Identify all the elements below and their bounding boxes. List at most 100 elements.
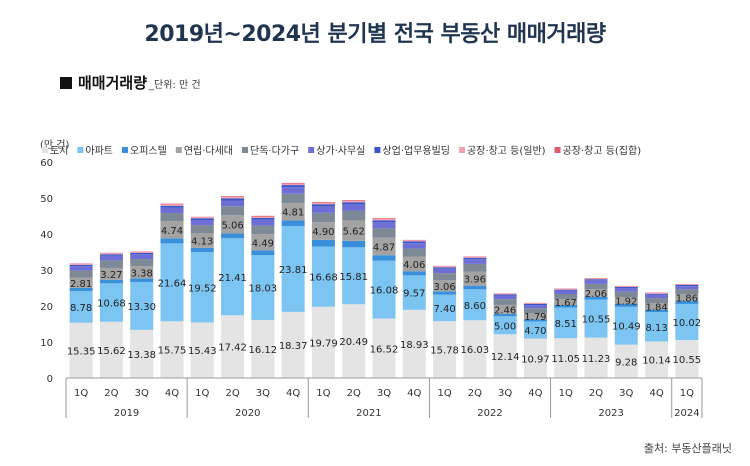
legend-swatch bbox=[77, 147, 84, 153]
data-label: 3.27 bbox=[100, 270, 122, 281]
data-label: 9.28 bbox=[615, 357, 637, 368]
data-label: 23.81 bbox=[279, 265, 308, 276]
bar-segment bbox=[190, 217, 214, 219]
bar-segment bbox=[130, 329, 154, 378]
bar-segment bbox=[675, 286, 699, 290]
bar-segment bbox=[69, 266, 93, 271]
bar-segment bbox=[160, 207, 184, 214]
legend-label: 공장·창고 등(일반) bbox=[467, 145, 546, 157]
bar-segment bbox=[190, 225, 214, 233]
bar-segment bbox=[463, 263, 487, 272]
bar-segment bbox=[130, 281, 154, 330]
quarter-tick-label: 2Q bbox=[225, 388, 239, 399]
legend-label: 아파트 bbox=[85, 145, 113, 157]
bar-segment bbox=[281, 226, 305, 312]
data-label: 5.00 bbox=[494, 321, 516, 332]
bar-segment bbox=[554, 294, 578, 300]
legend-swatch bbox=[374, 147, 381, 153]
year-tick-label: 2024 bbox=[674, 408, 699, 419]
data-label: 4.74 bbox=[161, 226, 183, 237]
data-label: 4.49 bbox=[252, 238, 274, 249]
legend-label: 오피스텔 bbox=[130, 145, 167, 157]
bar-segment bbox=[645, 341, 669, 378]
bar-segment bbox=[311, 202, 335, 205]
bar-segment bbox=[675, 303, 699, 341]
source-note: 출처: 부동산플래닛 bbox=[643, 442, 732, 455]
bar-segment bbox=[402, 240, 426, 242]
bar-segment bbox=[645, 309, 669, 313]
data-label: 3.96 bbox=[464, 275, 486, 286]
year-tick-label: 2021 bbox=[356, 408, 381, 419]
quarter-tick-label: 4Q bbox=[407, 388, 421, 399]
data-label: 8.78 bbox=[70, 303, 92, 314]
legend-swatch bbox=[122, 147, 129, 153]
data-label: 1.79 bbox=[524, 312, 546, 323]
legend-label: 토지 bbox=[50, 145, 68, 157]
bar-segment bbox=[281, 193, 305, 204]
bar-segment bbox=[493, 299, 517, 305]
bar-segment bbox=[433, 280, 457, 292]
bar-segment bbox=[433, 273, 457, 281]
bar-segment bbox=[675, 301, 699, 304]
bar-segment bbox=[645, 293, 669, 294]
bar-segment bbox=[281, 311, 305, 378]
bar-segment bbox=[251, 319, 275, 378]
bar-segment bbox=[342, 204, 366, 211]
data-label: 20.49 bbox=[339, 337, 368, 348]
bar-segment bbox=[221, 200, 245, 207]
bar-segment bbox=[433, 321, 457, 378]
data-label: 10.55 bbox=[673, 355, 702, 366]
bar-segment bbox=[523, 312, 547, 320]
data-label: 4.70 bbox=[524, 326, 546, 337]
bar-segment bbox=[221, 238, 245, 316]
data-label: 16.12 bbox=[249, 345, 278, 356]
bar-segment bbox=[372, 220, 396, 223]
bar-segment bbox=[342, 247, 366, 305]
bar-segment bbox=[523, 319, 547, 322]
bar-segment bbox=[160, 238, 184, 244]
bar-segment bbox=[190, 218, 214, 221]
bar-segment bbox=[645, 294, 669, 299]
year-tick-label: 2019 bbox=[114, 408, 139, 419]
bar-segment bbox=[584, 283, 608, 290]
bar-segment bbox=[584, 279, 608, 281]
year-tick-label: 2020 bbox=[235, 408, 260, 419]
bar-segment bbox=[160, 221, 184, 239]
data-label: 10.55 bbox=[582, 315, 611, 326]
bar-segment bbox=[584, 278, 608, 280]
bar-segment bbox=[342, 200, 366, 203]
quarter-tick-label: 3Q bbox=[256, 388, 270, 399]
chart-title: 2019년~2024년 분기별 전국 부동산 매매거래량 bbox=[144, 22, 606, 47]
data-label: 9.57 bbox=[403, 289, 425, 300]
bar-segment bbox=[493, 304, 517, 314]
bar-segment bbox=[311, 306, 335, 378]
bar-segment bbox=[523, 338, 547, 378]
bar-segment bbox=[251, 250, 275, 256]
legend-swatch bbox=[554, 147, 561, 153]
bar-segment bbox=[281, 220, 305, 227]
bar-segment bbox=[130, 258, 154, 267]
legend-label: 공장·창고 등(집합) bbox=[563, 145, 642, 157]
section-square-icon bbox=[60, 77, 72, 89]
y-tick-label: 40 bbox=[40, 230, 53, 241]
bar-segment bbox=[493, 294, 517, 296]
y-tick-label: 30 bbox=[40, 266, 53, 277]
bar-segment bbox=[372, 218, 396, 219]
bar-segment bbox=[130, 252, 154, 255]
bar-segment bbox=[675, 289, 699, 295]
quarter-tick-label: 1Q bbox=[437, 388, 451, 399]
bar-segment bbox=[372, 222, 396, 229]
bar-segment bbox=[221, 196, 245, 197]
bar-segment bbox=[584, 296, 608, 300]
legend-label: 상가·사무실 bbox=[316, 145, 365, 157]
bar-segment bbox=[645, 293, 669, 295]
bar-segment bbox=[99, 260, 123, 268]
data-label: 8.13 bbox=[645, 323, 667, 334]
bar-segment bbox=[221, 215, 245, 234]
bar-segment bbox=[614, 303, 638, 307]
bar-segment bbox=[130, 278, 154, 282]
bar-segment bbox=[160, 204, 184, 206]
bar-segment bbox=[130, 266, 154, 279]
data-label: 5.62 bbox=[343, 227, 365, 238]
bar-segment bbox=[584, 280, 608, 284]
